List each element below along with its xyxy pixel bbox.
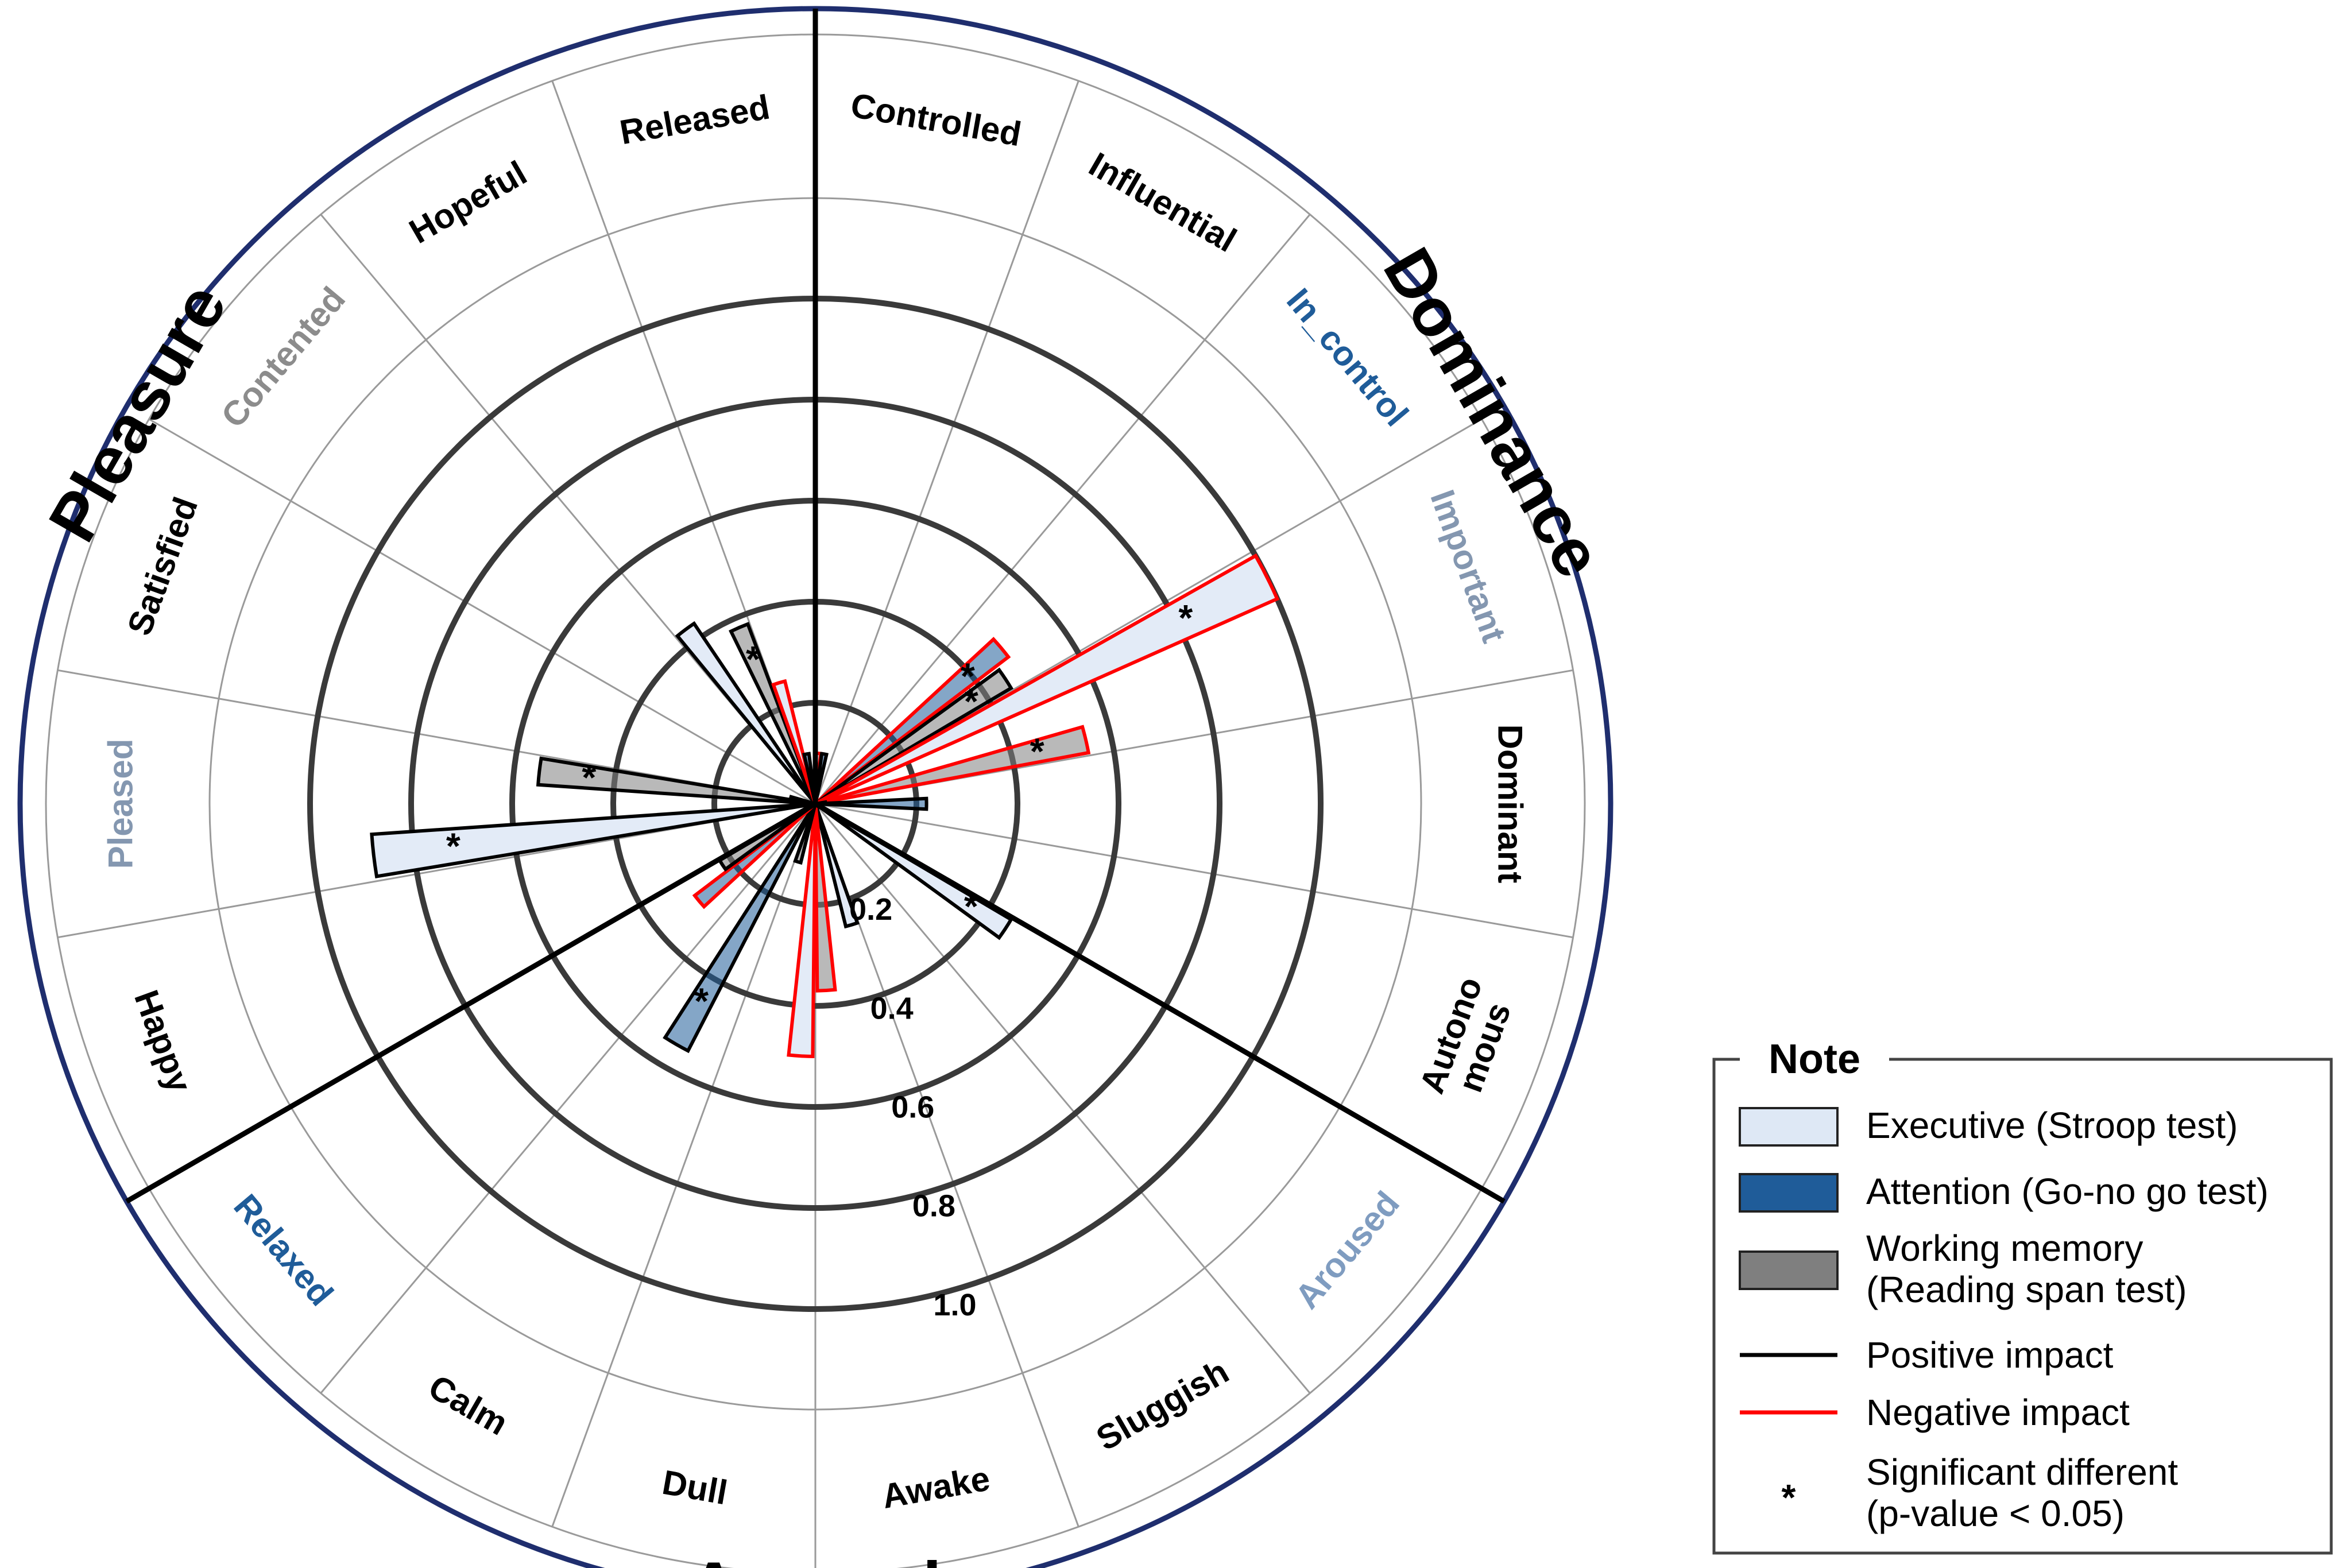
category-label-text: Hopeful — [403, 153, 533, 251]
bar-working-pleased — [536, 756, 816, 806]
category-label-controlled: Controlled — [848, 86, 1024, 153]
category-label-calm: Calm — [422, 1367, 514, 1442]
category-label-text: Happy — [127, 985, 199, 1098]
legend-label: Negative impact — [1866, 1392, 2130, 1433]
legend-label: Attention (Go-no go test) — [1866, 1171, 2269, 1212]
category-label-satisfied: Satisfied — [120, 492, 205, 640]
category-label-relaxed: Relaxed — [226, 1187, 340, 1313]
category-label-text: Influential — [1083, 145, 1243, 260]
category-label-sluggish: Sluggish — [1090, 1352, 1235, 1458]
category-labels: ControlledInfluentialIn_controlImportant… — [34, 86, 1617, 1568]
legend-star-icon: * — [1782, 1477, 1796, 1518]
bar-working-dull — [793, 803, 817, 865]
category-label-text: Dull — [659, 1463, 730, 1512]
bar-executive-released — [771, 679, 817, 804]
bar-attention-incontrol — [814, 637, 1011, 806]
bar-executive-awake — [814, 803, 860, 929]
dimension-dividers — [125, 9, 1506, 1204]
bar-working-hopeful — [729, 622, 817, 805]
tick-label: 0.2 — [849, 892, 892, 927]
significance-star: * — [1030, 730, 1044, 772]
spoke — [814, 80, 1079, 804]
tick-label: 0.4 — [870, 991, 914, 1025]
bar-executive-dull — [787, 803, 817, 1059]
category-label-text: Contented — [214, 280, 353, 435]
category-label-influential: Influential — [1083, 145, 1243, 260]
category-label-important: Important — [1423, 485, 1514, 648]
category-label-text: Calm — [422, 1367, 514, 1442]
legend-swatch — [1739, 1173, 1839, 1213]
legend-title-bg — [1740, 1031, 1889, 1088]
tick-label: 0.6 — [891, 1090, 934, 1124]
legend-label: Positive impact — [1866, 1334, 2114, 1376]
dimension-label-arousal: Arousal — [689, 1548, 941, 1568]
legend-label: Significant different — [1866, 1451, 2178, 1493]
category-label-text: Pleased — [102, 739, 140, 869]
dimension-divider — [814, 802, 1506, 1204]
category-label-aroused: Aroused — [1287, 1184, 1407, 1316]
category-label-awake: Awake — [879, 1459, 993, 1516]
legend-label: Working memory — [1866, 1228, 2143, 1269]
category-label-text: Dominant — [1491, 725, 1530, 884]
category-label-text: Aroused — [1287, 1184, 1407, 1316]
bar-executive-important — [814, 553, 1280, 806]
category-label-text: Satisfied — [120, 492, 205, 640]
bar-working-important — [815, 725, 1091, 806]
legend-label: (Reading span test) — [1866, 1269, 2187, 1310]
significance-star: * — [446, 826, 461, 867]
category-label-dull: Dull — [659, 1463, 730, 1512]
bar-attention-dominant — [815, 796, 928, 811]
tick-label: 1.0 — [933, 1288, 976, 1322]
significance-star: * — [582, 757, 596, 798]
dimension-divider — [125, 802, 817, 1204]
bar-executive-satisfied — [788, 795, 816, 806]
spoke — [148, 418, 816, 805]
bar-executive-hopeful — [675, 621, 817, 805]
category-label-text: Relaxed — [226, 1187, 340, 1313]
bar-attention-calm — [663, 803, 817, 1054]
bar-attention-relaxed — [692, 802, 817, 909]
category-label-text: Sluggish — [1090, 1352, 1235, 1458]
legend-swatch — [1739, 1107, 1839, 1147]
category-label-hopeful: Hopeful — [403, 153, 533, 251]
spoke — [814, 803, 1311, 1394]
category-label-pleased: Pleased — [102, 739, 140, 869]
category-label-released: Released — [617, 88, 772, 152]
spoke — [551, 803, 817, 1527]
category-label-text: Important — [1423, 485, 1514, 648]
bar-attention-released — [802, 752, 817, 804]
bar-working-incontrol — [814, 667, 1013, 806]
category-label-dominant: Dominant — [1491, 725, 1530, 884]
bar-executive-pleased — [370, 802, 816, 878]
legend-title: Note — [1769, 1036, 1860, 1082]
bar-layer: ********* — [370, 553, 1280, 1059]
category-label-text: Awake — [879, 1459, 993, 1516]
spoke — [814, 214, 1311, 804]
bar-working-awake — [814, 803, 837, 993]
spoke — [814, 803, 1079, 1527]
spoke — [320, 803, 817, 1394]
category-label-text: Released — [617, 88, 772, 152]
category-label-contented: Contented — [214, 280, 353, 435]
legend-label: (p-value < 0.05) — [1866, 1493, 2125, 1534]
tick-label: 0.8 — [912, 1189, 955, 1224]
dimension-label-pleasure: Pleasure — [34, 272, 241, 554]
category-label-text: Controlled — [848, 86, 1024, 153]
significance-star: * — [1178, 597, 1193, 638]
legend-label: Executive (Stroop test) — [1866, 1105, 2238, 1146]
significance-star: * — [746, 638, 760, 680]
legend-swatch — [1739, 1250, 1839, 1290]
spoke — [815, 803, 1573, 939]
bar-attention-controlled — [814, 752, 829, 804]
category-label-happy: Happy — [127, 985, 199, 1098]
significance-star: * — [694, 981, 709, 1022]
